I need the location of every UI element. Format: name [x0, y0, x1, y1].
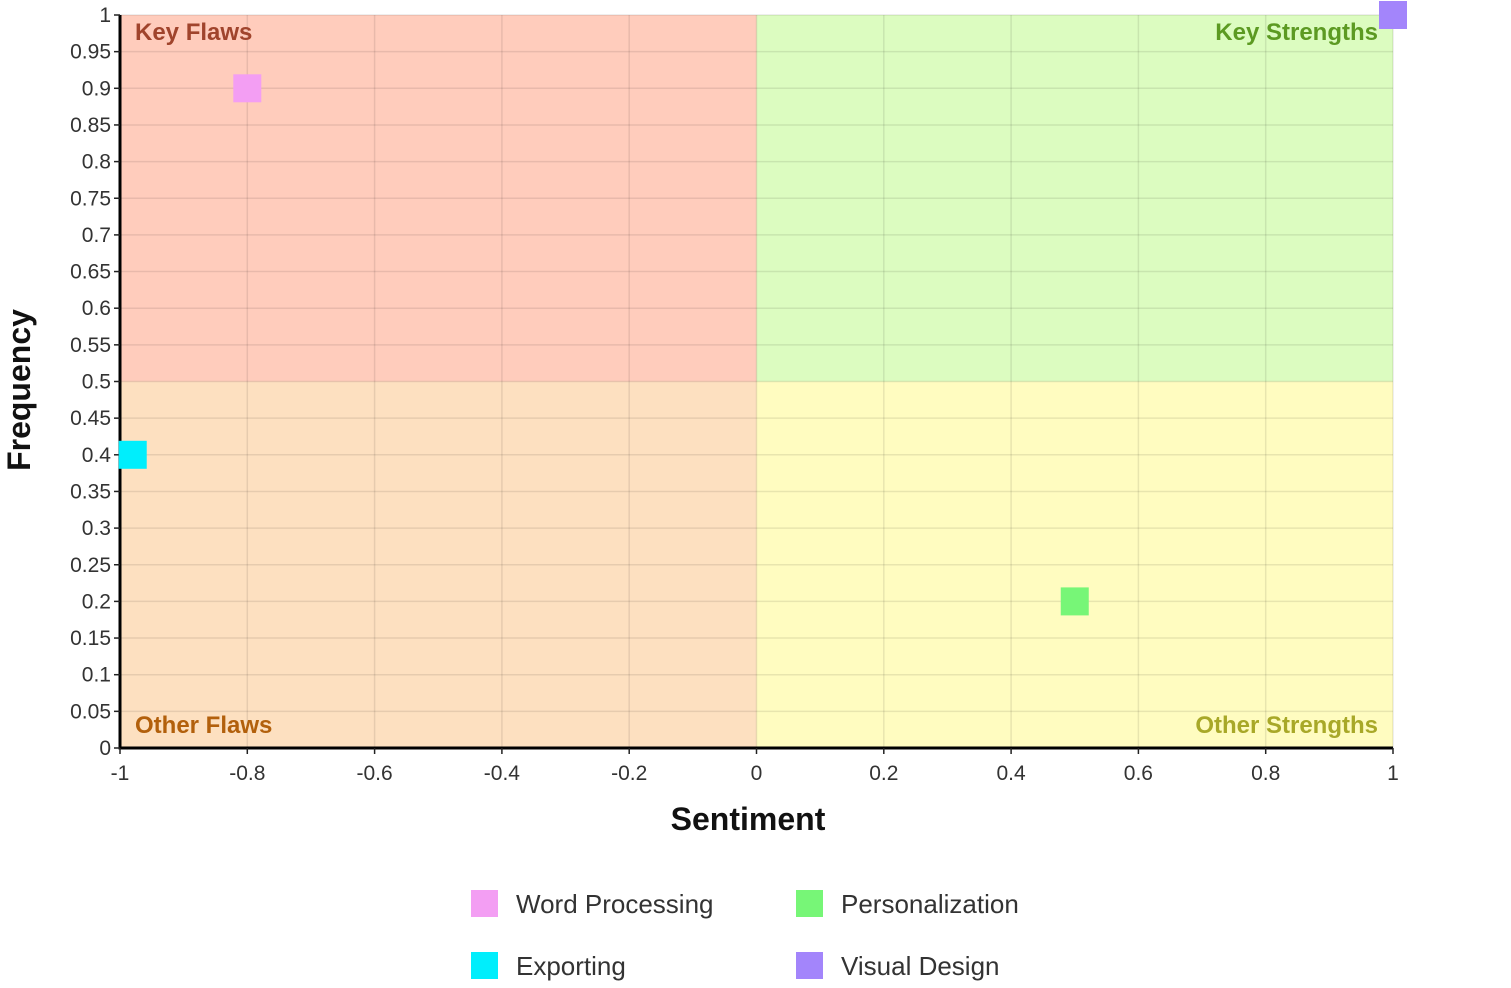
y-tick-label: 0.7: [82, 224, 111, 247]
y-tick-label: 0.8: [82, 151, 111, 174]
x-tick-label: -0.6: [357, 762, 393, 785]
y-tick-label: 0: [99, 737, 111, 760]
legend-label: Exporting: [516, 951, 626, 981]
y-tick-label: 0.9: [82, 77, 111, 100]
y-tick-label: 0.55: [70, 334, 111, 357]
x-tick-label: 0.6: [1124, 762, 1153, 785]
legend-label: Word Processing: [516, 889, 714, 919]
legend-swatch: [796, 952, 823, 979]
legend-swatch: [796, 890, 823, 917]
quadrant-bottom-right: [756, 381, 1393, 748]
y-tick-label: 0.05: [70, 700, 111, 723]
x-tick-label: -0.2: [611, 762, 647, 785]
y-tick-label: 0.3: [82, 517, 111, 540]
x-tick-label: 1: [1387, 762, 1399, 785]
y-tick-label: 0.45: [70, 407, 111, 430]
y-tick-label: 0.1: [82, 664, 111, 687]
y-tick-label: 0.15: [70, 627, 111, 650]
legend-label: Visual Design: [841, 951, 1000, 981]
x-axis-title: Sentiment: [671, 801, 826, 837]
quadrant-top-right: [756, 15, 1393, 382]
legend-swatch: [471, 890, 498, 917]
x-tick-label: 0.8: [1251, 762, 1280, 785]
x-tick-label: -0.4: [484, 762, 521, 785]
y-tick-label: 0.5: [82, 371, 111, 394]
x-tick-label: 0.2: [869, 762, 898, 785]
y-tick-label: 0.85: [70, 114, 111, 137]
quadrant-label-bottom-left: Other Flaws: [135, 712, 272, 739]
y-tick-label: 0.95: [70, 41, 111, 64]
quadrant-label-top-right: Key Strengths: [1215, 19, 1378, 46]
y-tick-label: 0.65: [70, 261, 111, 284]
y-tick-label: 0.6: [82, 297, 111, 320]
legend-swatch: [471, 952, 498, 979]
y-axis-title: Frequency: [1, 309, 37, 471]
data-point-personalization[interactable]: [1060, 587, 1089, 616]
y-tick-label: 0.25: [70, 554, 111, 577]
quadrant-bottom-left: [120, 381, 757, 748]
x-tick-label: 0: [751, 762, 763, 785]
quadrant-label-bottom-right: Other Strengths: [1195, 712, 1378, 739]
data-point-visual-design[interactable]: [1379, 1, 1407, 29]
x-tick-label: 0.4: [996, 762, 1026, 785]
y-tick-label: 0.75: [70, 187, 111, 210]
y-tick-label: 0.2: [82, 590, 111, 613]
quadrant-top-left: [120, 15, 757, 382]
legend-label: Personalization: [841, 889, 1019, 919]
quadrant-label-top-left: Key Flaws: [135, 19, 252, 46]
y-tick-label: 0.4: [82, 444, 112, 467]
data-point-word-processing[interactable]: [233, 74, 262, 103]
y-tick-label: 1: [99, 4, 111, 27]
x-tick-label: -0.8: [229, 762, 265, 785]
y-tick-label: 0.35: [70, 480, 111, 503]
x-tick-label: -1: [111, 762, 130, 785]
data-point-exporting[interactable]: [118, 440, 147, 469]
